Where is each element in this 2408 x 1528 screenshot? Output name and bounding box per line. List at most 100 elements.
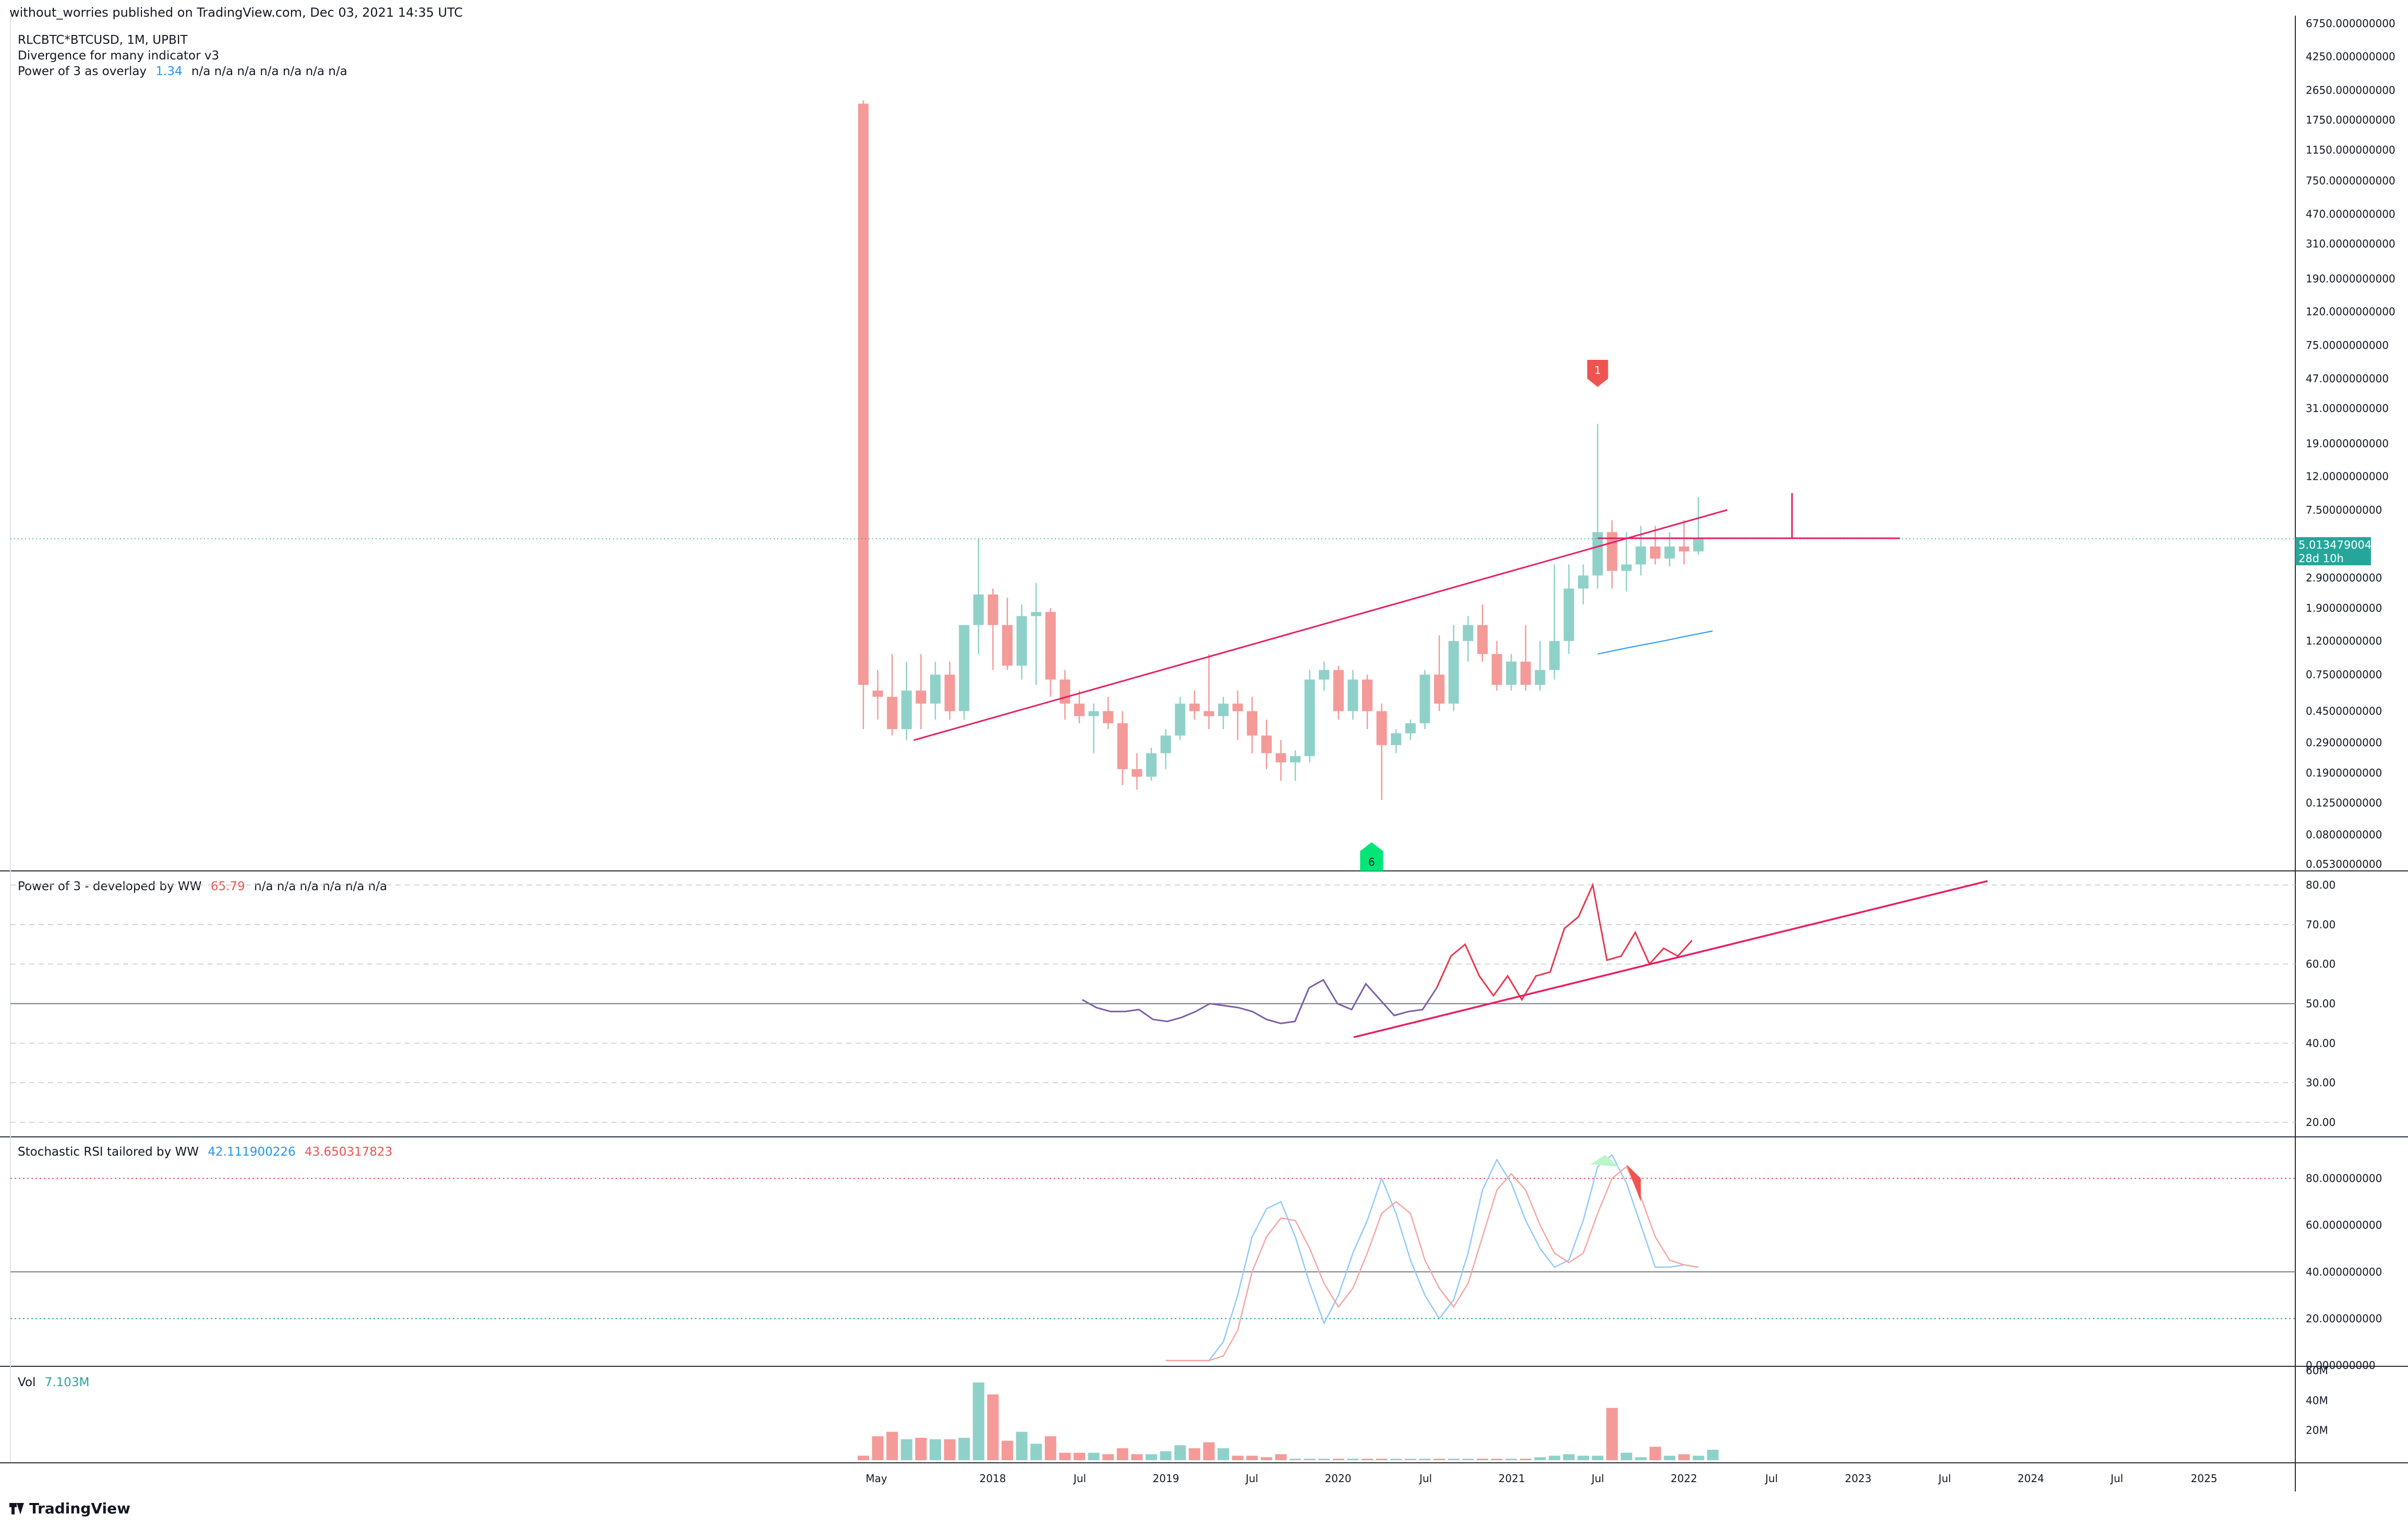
indicator-divergence-title[interactable]: Divergence for many indicator v3 (18, 49, 220, 63)
vol-legend[interactable]: Vol 7.103M (18, 1375, 94, 1390)
price-axis-label: 750.0000000000 (2306, 174, 2395, 187)
volume-bar (1088, 1452, 1100, 1460)
stoch-title: Stochastic RSI tailored by WW (18, 1145, 199, 1159)
power3-axis-label: 50.00 (2306, 998, 2335, 1010)
candle-body (1664, 546, 1675, 559)
candle-body (1016, 616, 1027, 666)
stoch-axis-label: 0.000000000 (2306, 1359, 2376, 1372)
price-axis-label: 1.2000000000 (2306, 635, 2382, 647)
time-axis-label: 2021 (1499, 1472, 1525, 1485)
time-axis-label: 2018 (980, 1472, 1006, 1485)
candle-body (1679, 546, 1690, 552)
volume-bar (1030, 1444, 1042, 1460)
time-axis-label: Jul (1764, 1472, 1778, 1485)
volume-bar (1434, 1459, 1445, 1460)
candle-body (988, 594, 998, 625)
candle-body (1103, 711, 1114, 723)
stoch-k-value: 42.111900226 (208, 1145, 296, 1159)
stoch-legend[interactable]: Stochastic RSI tailored by WW 42.1119002… (18, 1144, 398, 1160)
indicator-na-values: n/a n/a n/a n/a n/a n/a n/a (191, 65, 347, 78)
candle-body (1362, 680, 1372, 711)
volume-bar (1059, 1452, 1071, 1460)
candle-body (1635, 546, 1646, 565)
stoch-axis-label: 40.000000000 (2306, 1266, 2382, 1278)
price-axis-label: 1.9000000000 (2306, 602, 2382, 614)
main-legend: RLCBTC*BTCUSD, 1M, UPBIT Divergence for … (18, 32, 353, 79)
power3-na-values: n/a n/a n/a n/a n/a n/a (254, 880, 388, 893)
volume-bar (1002, 1440, 1013, 1460)
volume-bar (1290, 1459, 1301, 1460)
power3-axis-label: 80.00 (2306, 879, 2335, 891)
volume-bar (1102, 1454, 1114, 1460)
overlay-line (1597, 630, 1713, 655)
candle-body (1463, 625, 1474, 641)
candle-body (1621, 564, 1632, 571)
candle-body (1448, 641, 1459, 704)
candle-body (858, 103, 869, 685)
volume-axis-label: 20M (2306, 1424, 2328, 1437)
candle-body (1146, 753, 1157, 777)
bar-countdown: 28d 10h (2298, 552, 2344, 565)
volume-bar (1246, 1456, 1258, 1460)
buy-signal-marker (1360, 842, 1383, 871)
symbol-title[interactable]: RLCBTC*BTCUSD, 1M, UPBIT (18, 33, 188, 47)
volume-bar (1578, 1456, 1589, 1460)
sell-signal-label: 1 (1594, 364, 1601, 377)
candle-body (1002, 625, 1013, 666)
volume-bar (1448, 1459, 1460, 1460)
price-axis-label: 1750.000000000 (2306, 114, 2395, 126)
power3-axis-label: 20.00 (2306, 1116, 2335, 1129)
candle-body (944, 674, 955, 711)
candle-body (1304, 680, 1315, 756)
volume-bar (1635, 1457, 1647, 1460)
price-axis-label: 75.0000000000 (2306, 339, 2389, 351)
power3-axis-label: 40.00 (2306, 1037, 2335, 1049)
price-axis-label: 7.5000000000 (2306, 504, 2382, 516)
indicator-power3-overlay[interactable]: Power of 3 as overlay 1.34 n/a n/a n/a n… (18, 64, 353, 79)
candle-body (1175, 704, 1186, 736)
volume-bar (1362, 1459, 1373, 1460)
volume-bar (1692, 1456, 1704, 1460)
tradingview-logo[interactable]: TradingView (9, 1500, 130, 1517)
volume-bar (1419, 1459, 1431, 1460)
candle-body (887, 697, 898, 730)
price-axis-label: 1150.000000000 (2306, 144, 2395, 156)
volume-axis-label: 40M (2306, 1394, 2328, 1406)
candle-body (901, 690, 912, 730)
volume-group (858, 1382, 1719, 1460)
candle-body (1218, 704, 1229, 717)
volume-bar (915, 1438, 927, 1460)
candle-body (1391, 733, 1402, 745)
price-axis-label: 0.0530000000 (2306, 858, 2382, 870)
candle-body (916, 690, 926, 704)
volume-bar (858, 1456, 869, 1460)
candle-body (1535, 670, 1546, 685)
volume-bar (1506, 1459, 1517, 1460)
volume-bar (1218, 1448, 1229, 1460)
power3-title: Power of 3 - developed by WW (18, 880, 202, 893)
volume-bar (1592, 1456, 1604, 1460)
price-axis-label: 310.0000000000 (2306, 237, 2395, 250)
volume-bar (930, 1439, 941, 1460)
candle-body (1592, 532, 1603, 576)
power3-legend[interactable]: Power of 3 - developed by WW 65.79 n/a n… (18, 879, 392, 894)
last-price-value: 5.013479004 (2298, 539, 2372, 551)
volume-bar (1664, 1456, 1676, 1460)
time-axis-label: 2019 (1153, 1472, 1179, 1485)
time-axis-label: Jul (2110, 1472, 2123, 1485)
time-axis-label: 2023 (1845, 1472, 1872, 1485)
price-axis-label: 31.0000000000 (2306, 402, 2389, 415)
candle-body (1247, 711, 1258, 736)
buy-signal-label: 6 (1368, 856, 1375, 868)
candle-body (1160, 735, 1171, 754)
candle-body (872, 690, 883, 697)
power3-line-neutral (1081, 978, 1438, 1024)
pane-frames (0, 16, 2408, 1491)
stoch-group (10, 1154, 2295, 1362)
candle-body (1074, 704, 1085, 717)
volume-bar (1520, 1459, 1532, 1460)
candle-body (1131, 769, 1142, 777)
stoch-axis-label: 20.000000000 (2306, 1312, 2382, 1325)
candle-body (959, 625, 970, 711)
